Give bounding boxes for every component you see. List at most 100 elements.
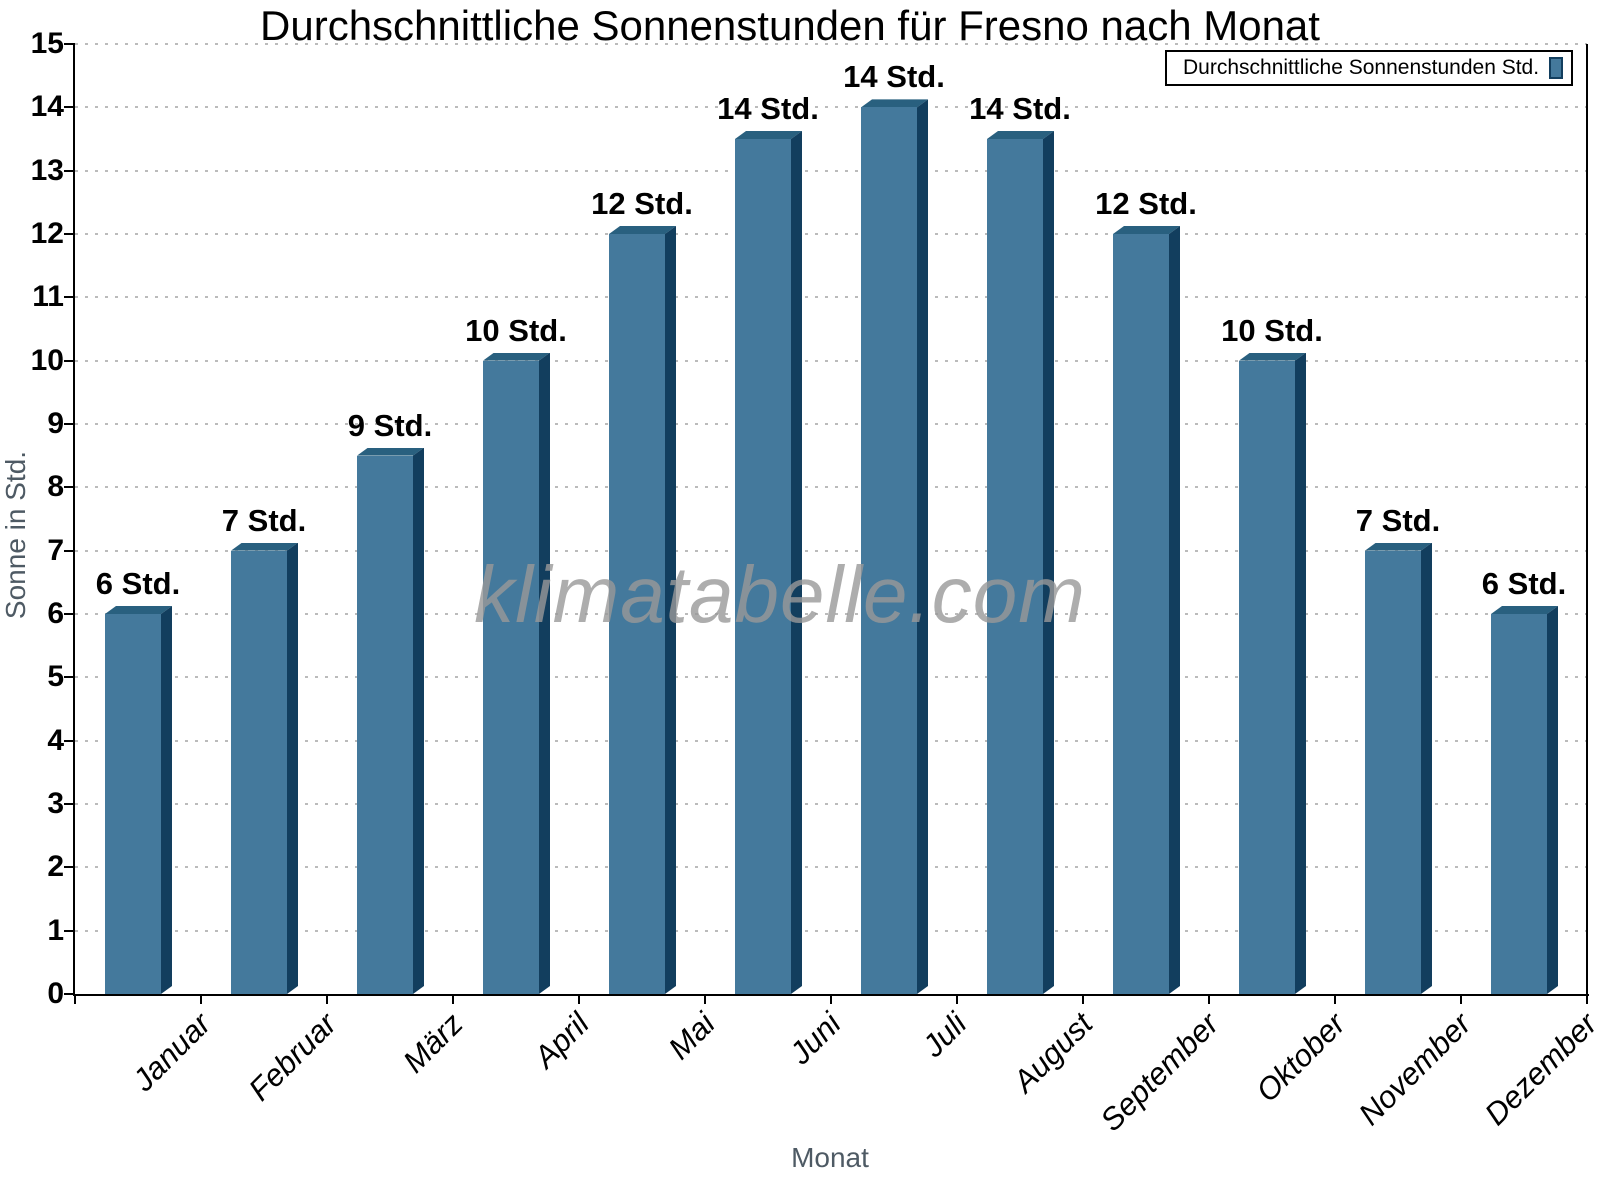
y-tick-label: 4	[47, 723, 64, 757]
y-tick	[64, 549, 75, 552]
bar-value-label: 12 Std.	[1095, 186, 1197, 221]
bar-front	[1365, 550, 1421, 994]
bar-side	[539, 353, 550, 994]
x-tick-label: Mai	[661, 1006, 722, 1067]
bar-topface	[735, 131, 802, 139]
bar-side	[287, 543, 298, 994]
bar-front	[105, 614, 161, 994]
y-tick	[64, 803, 75, 805]
legend-swatch-icon	[1549, 57, 1563, 79]
bar-front	[1239, 360, 1295, 994]
x-tick	[200, 994, 202, 1004]
x-tick-label: März	[396, 1006, 470, 1080]
bar-side	[1295, 353, 1306, 994]
y-tick-label: 10	[30, 343, 64, 377]
watermark: klimatabelle.com	[474, 550, 1086, 639]
x-tick	[704, 994, 706, 1004]
bar-side	[917, 99, 928, 994]
bar-mai	[609, 226, 676, 994]
x-tick	[74, 994, 76, 1004]
gridline	[75, 676, 1587, 679]
y-tick-label: 0	[47, 977, 64, 1010]
bar-juni	[735, 131, 802, 994]
bar-side	[665, 226, 676, 994]
x-tick	[326, 994, 328, 1004]
y-tick	[64, 296, 75, 299]
y-tick-label: 14	[30, 90, 64, 124]
bar-topface	[861, 99, 928, 108]
y-tick	[64, 233, 75, 235]
bar-august	[987, 131, 1054, 994]
gridline	[75, 43, 1587, 45]
y-tick-label: 3	[47, 787, 64, 820]
gridline	[75, 549, 1587, 552]
gridline	[75, 929, 1587, 932]
y-tick	[64, 359, 75, 362]
x-tick	[1082, 994, 1084, 1004]
bar-topface	[105, 606, 172, 614]
bar-topface	[1239, 352, 1306, 361]
x-tick-label: Februar	[242, 1006, 344, 1108]
x-tick	[1586, 994, 1588, 1004]
y-tick	[64, 993, 75, 995]
bar-front	[861, 107, 917, 994]
y-tick-label: 6	[47, 597, 64, 630]
y-tick	[64, 423, 75, 425]
y-tick	[64, 866, 75, 869]
x-tick-label: August	[1006, 1006, 1100, 1099]
x-tick-label: Oktober	[1249, 1006, 1352, 1109]
bar-side	[1169, 226, 1180, 994]
bar-topface	[1491, 606, 1558, 614]
bar-value-label: 14 Std.	[969, 91, 1071, 126]
bar-november	[1365, 542, 1432, 994]
x-axis-line	[73, 994, 1589, 996]
y-tick-label: 11	[32, 280, 64, 314]
x-tick	[1208, 994, 1210, 1004]
bar-front	[231, 550, 287, 994]
bar-front	[357, 455, 413, 994]
y-tick-label: 12	[30, 217, 64, 250]
x-tick	[1334, 994, 1336, 1004]
legend: Durchschnittliche Sonnenstunden Std.	[1165, 50, 1573, 86]
bar-januar	[105, 606, 172, 994]
x-tick	[1460, 994, 1462, 1004]
bar-topface	[987, 131, 1054, 139]
y-tick-label: 9	[47, 407, 64, 440]
bar-front	[735, 139, 791, 994]
gridline	[75, 233, 1587, 235]
bar-side	[791, 131, 802, 994]
y-tick-label: 7	[47, 533, 64, 567]
bar-value-label: 10 Std.	[1221, 312, 1323, 348]
x-tick-label: Dezember	[1477, 1006, 1600, 1132]
y-axis-line	[73, 44, 75, 996]
y-tick	[64, 43, 75, 45]
y-tick-label: 1	[47, 913, 64, 947]
bar-front	[1113, 234, 1169, 994]
plot-right-border	[1586, 44, 1588, 996]
y-tick-label: 2	[47, 850, 64, 884]
x-tick-label: November	[1351, 1006, 1478, 1132]
bar-front	[987, 139, 1043, 994]
x-tick-label: Januar	[125, 1006, 218, 1098]
x-tick-label: Juni	[782, 1006, 848, 1071]
x-tick	[830, 994, 832, 1004]
legend-label: Durchschnittliche Sonnenstunden Std.	[1183, 56, 1540, 79]
x-tick	[578, 994, 580, 1004]
bar-value-label: 9 Std.	[347, 407, 433, 443]
gridline	[75, 423, 1587, 425]
bar-märz	[357, 447, 424, 994]
bar-front	[483, 360, 539, 994]
bar-side	[1043, 131, 1054, 994]
gridline	[75, 169, 1587, 172]
bar-topface	[231, 542, 298, 551]
gridline	[75, 613, 1587, 615]
y-tick	[64, 106, 75, 109]
bar-value-label: 10 Std.	[465, 312, 567, 348]
bar-side	[1421, 543, 1432, 994]
x-axis-title: Monat	[791, 1142, 869, 1173]
gridline	[75, 296, 1587, 299]
bar-value-label: 14 Std.	[717, 91, 819, 126]
gridline	[75, 866, 1587, 869]
x-tick-label: Juli	[916, 1006, 974, 1064]
